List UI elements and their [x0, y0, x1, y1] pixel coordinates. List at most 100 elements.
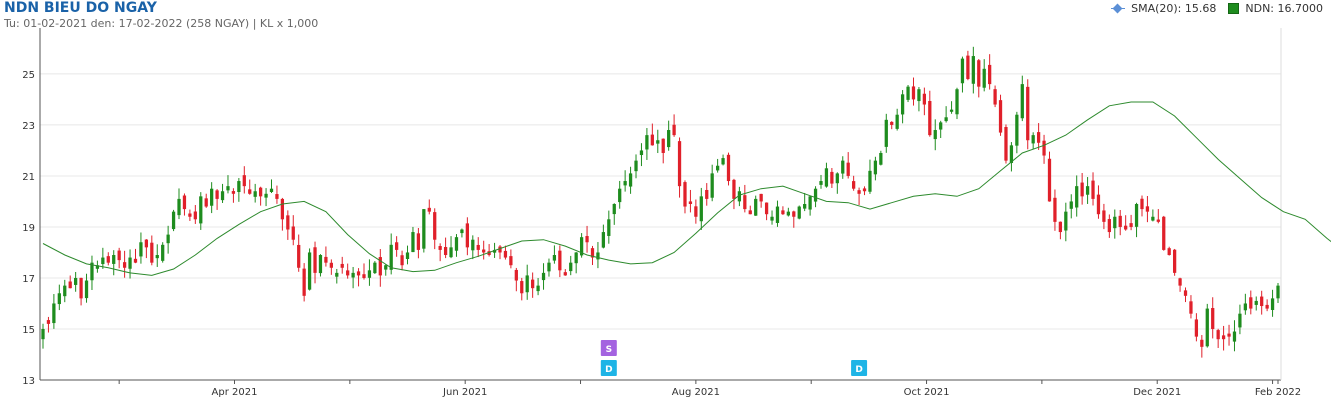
- candle-body[interactable]: [422, 209, 426, 249]
- candle-body[interactable]: [1270, 298, 1275, 311]
- candle-body[interactable]: [977, 60, 981, 87]
- candle-body[interactable]: [128, 257, 132, 269]
- candle-body[interactable]: [454, 237, 459, 251]
- candle-body[interactable]: [79, 277, 83, 299]
- candle-body[interactable]: [1265, 304, 1269, 309]
- candle-body[interactable]: [433, 212, 437, 240]
- candle-body[interactable]: [803, 204, 807, 209]
- candle-body[interactable]: [607, 219, 611, 236]
- candle-body[interactable]: [743, 195, 747, 210]
- candle-body[interactable]: [917, 89, 921, 102]
- candle-body[interactable]: [819, 181, 823, 185]
- candle-body[interactable]: [509, 256, 513, 266]
- candle-body[interactable]: [1194, 319, 1199, 337]
- candle-body[interactable]: [520, 281, 524, 294]
- candle-body[interactable]: [884, 119, 888, 147]
- candle-body[interactable]: [596, 252, 600, 260]
- candle-body[interactable]: [297, 244, 301, 268]
- candle-body[interactable]: [601, 232, 606, 248]
- candle-body[interactable]: [579, 237, 584, 256]
- candle-body[interactable]: [715, 165, 720, 171]
- candle-body[interactable]: [411, 232, 415, 253]
- candle-body[interactable]: [1151, 216, 1155, 221]
- candle-body[interactable]: [1221, 335, 1226, 340]
- candle-body[interactable]: [389, 244, 393, 270]
- candle-body[interactable]: [857, 190, 861, 194]
- candle-body[interactable]: [269, 188, 274, 193]
- candle-body[interactable]: [1069, 201, 1073, 209]
- candle-body[interactable]: [1172, 249, 1177, 273]
- candle-body[interactable]: [667, 130, 671, 148]
- candle-body[interactable]: [688, 201, 693, 204]
- candle-body[interactable]: [824, 168, 829, 187]
- candle-body[interactable]: [694, 206, 698, 217]
- candle-body[interactable]: [351, 272, 355, 278]
- candle-body[interactable]: [911, 86, 916, 100]
- candle-body[interactable]: [552, 255, 557, 261]
- candle-body[interactable]: [1140, 198, 1144, 210]
- candle-body[interactable]: [449, 247, 453, 258]
- candle-body[interactable]: [101, 257, 105, 265]
- candle-body[interactable]: [949, 109, 954, 112]
- candle-body[interactable]: [1107, 219, 1111, 233]
- candle-body[interactable]: [367, 270, 372, 278]
- candle-body[interactable]: [1080, 182, 1084, 197]
- candle-body[interactable]: [291, 226, 295, 240]
- candle-body[interactable]: [117, 250, 121, 261]
- candle-body[interactable]: [237, 181, 241, 193]
- candle-body[interactable]: [1162, 216, 1166, 250]
- candle-body[interactable]: [1113, 216, 1117, 229]
- candle-body[interactable]: [895, 114, 899, 129]
- candle-body[interactable]: [525, 275, 529, 293]
- candle-body[interactable]: [1020, 84, 1024, 119]
- candle-body[interactable]: [971, 56, 975, 84]
- candle-body[interactable]: [1129, 223, 1133, 227]
- candle-body[interactable]: [443, 246, 448, 256]
- candle-body[interactable]: [906, 86, 910, 100]
- candle-body[interactable]: [1238, 313, 1242, 328]
- candle-body[interactable]: [242, 175, 246, 187]
- candle-body[interactable]: [1026, 86, 1030, 141]
- candle-body[interactable]: [846, 162, 850, 176]
- candle-body[interactable]: [1042, 140, 1046, 156]
- candle-body[interactable]: [841, 160, 845, 174]
- candle-body[interactable]: [998, 100, 1003, 133]
- candle-body[interactable]: [1118, 215, 1122, 227]
- candle-body[interactable]: [1276, 285, 1280, 299]
- candle-body[interactable]: [139, 242, 143, 257]
- candle-body[interactable]: [1249, 297, 1253, 309]
- candle-body[interactable]: [705, 189, 709, 199]
- candle-body[interactable]: [922, 93, 926, 105]
- candle-body[interactable]: [253, 191, 257, 197]
- marker-d[interactable]: [851, 360, 868, 376]
- candle-body[interactable]: [1031, 135, 1035, 144]
- candle-body[interactable]: [623, 181, 627, 186]
- candle-body[interactable]: [993, 89, 997, 105]
- marker-d[interactable]: [600, 360, 617, 376]
- candle-body[interactable]: [699, 196, 703, 222]
- candle-body[interactable]: [1047, 158, 1052, 202]
- candle-body[interactable]: [618, 188, 622, 203]
- candle-body[interactable]: [231, 191, 236, 194]
- candle-body[interactable]: [144, 239, 149, 248]
- candle-body[interactable]: [732, 179, 736, 199]
- candle-body[interactable]: [1058, 221, 1063, 233]
- candle-body[interactable]: [879, 152, 883, 165]
- candle-body[interactable]: [161, 244, 165, 261]
- candle-body[interactable]: [541, 272, 546, 281]
- candle-body[interactable]: [944, 117, 948, 122]
- candle-body[interactable]: [150, 242, 154, 263]
- candle-body[interactable]: [830, 171, 834, 184]
- candle-body[interactable]: [171, 211, 176, 230]
- candle-body[interactable]: [988, 64, 992, 85]
- candle-body[interactable]: [503, 250, 508, 258]
- candle-body[interactable]: [563, 272, 567, 276]
- candle-body[interactable]: [122, 262, 127, 268]
- candle-body[interactable]: [786, 211, 790, 216]
- candle-body[interactable]: [193, 211, 197, 220]
- candle-body[interactable]: [41, 328, 45, 340]
- candle-body[interactable]: [329, 262, 333, 268]
- candle-body[interactable]: [612, 204, 616, 215]
- candle-body[interactable]: [628, 173, 633, 187]
- candle-body[interactable]: [781, 210, 785, 215]
